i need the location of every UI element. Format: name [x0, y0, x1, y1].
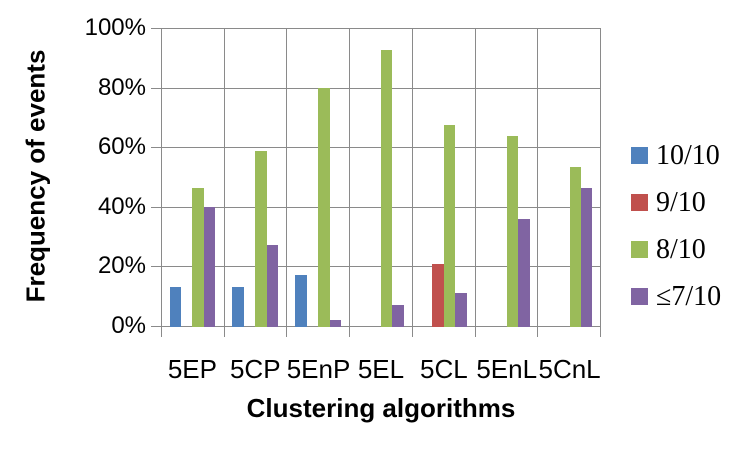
bar-≤7/10-5EP	[203, 207, 216, 327]
x-axis-tick-mark	[475, 327, 476, 337]
bar-≤7/10-5CP	[266, 244, 279, 327]
x-axis-tick-mark	[537, 327, 538, 337]
gridline-vertical	[349, 28, 350, 327]
bar-8/10-5EP	[192, 187, 204, 327]
gridline-vertical	[600, 28, 601, 327]
x-axis-tick-mark	[161, 327, 162, 337]
bar-8/10-5CP	[255, 150, 267, 327]
x-axis-tick-mark	[412, 327, 413, 337]
y-axis-tick-mark	[151, 266, 161, 267]
gridline-horizontal	[161, 28, 601, 29]
bar-10/10-5EP	[169, 286, 181, 327]
y-tick-label: 40%	[97, 193, 146, 220]
bar-≤7/10-5CnL	[581, 187, 593, 327]
x-category-label: 5EnP	[286, 354, 351, 384]
bar-≤7/10-5EL	[392, 304, 404, 327]
legend-label: 10/10	[656, 139, 720, 171]
bar-≤7/10-5EnL	[518, 219, 530, 327]
gridline-vertical	[412, 28, 413, 327]
x-category-label: 5CL	[419, 354, 468, 384]
x-axis-title: Clustering algorithms	[246, 393, 516, 423]
y-tick-label: 100%	[84, 14, 146, 41]
legend-label: 9/10	[656, 186, 706, 218]
gridline-vertical	[475, 28, 476, 327]
bar-9/10-5CL	[432, 264, 444, 327]
gridline-vertical	[537, 28, 538, 327]
legend-swatch	[631, 241, 648, 258]
y-axis-tick-mark	[151, 28, 161, 29]
x-category-label: 5CnL	[538, 354, 601, 384]
y-axis-tick-mark	[151, 147, 161, 148]
y-axis-tick-mark	[151, 207, 161, 208]
x-category-label: 5CP	[229, 354, 281, 384]
x-category-label: 5EP	[167, 354, 217, 384]
bar-10/10-5CP	[232, 286, 244, 327]
bar-10/10-5EnP	[295, 274, 307, 327]
bar-8/10-5EnL	[506, 135, 519, 327]
x-axis-category-labels: 5EP 5CP 5EnP 5EL 5CL 5EnL 5CnL	[161, 355, 601, 385]
x-axis-tick-mark	[349, 327, 350, 337]
gridline-vertical	[224, 28, 225, 327]
legend-label: ≤7/10	[656, 280, 722, 312]
plot-area	[151, 28, 601, 337]
legend: 10/10 9/10 8/10 ≤7/10	[631, 132, 721, 320]
x-category-label: 5EnL	[476, 354, 538, 384]
bar-≤7/10-5EnP	[329, 319, 341, 327]
bar-8/10-5EnP	[318, 87, 330, 327]
x-axis-tick-mark	[286, 327, 287, 337]
y-tick-label: 0%	[111, 312, 146, 339]
y-axis-line	[161, 28, 162, 327]
y-tick-label: 80%	[97, 74, 146, 101]
legend-swatch	[631, 288, 648, 305]
bar-8/10-5CnL	[569, 167, 581, 327]
legend-item: 8/10	[631, 226, 721, 273]
gridline-vertical	[286, 28, 287, 327]
x-axis-tick-mark	[600, 327, 601, 337]
legend-swatch	[631, 194, 648, 211]
x-category-label: 5EL	[357, 354, 405, 384]
x-axis-tick-mark	[224, 327, 225, 337]
legend-item: 9/10	[631, 179, 721, 226]
y-axis-tick-mark	[151, 88, 161, 89]
bar-8/10-5EL	[381, 50, 393, 327]
y-axis-tick-labels: 0% 20% 40% 60% 80% 100%	[0, 15, 146, 339]
bar-≤7/10-5CL	[455, 292, 467, 327]
y-axis-tick-mark	[151, 326, 161, 327]
legend-label: 8/10	[656, 233, 706, 265]
legend-item: ≤7/10	[631, 273, 721, 320]
y-tick-label: 20%	[97, 252, 146, 279]
bar-8/10-5CL	[443, 125, 456, 327]
legend-swatch	[631, 147, 648, 164]
legend-item: 10/10	[631, 132, 721, 179]
y-tick-label: 60%	[97, 133, 146, 160]
